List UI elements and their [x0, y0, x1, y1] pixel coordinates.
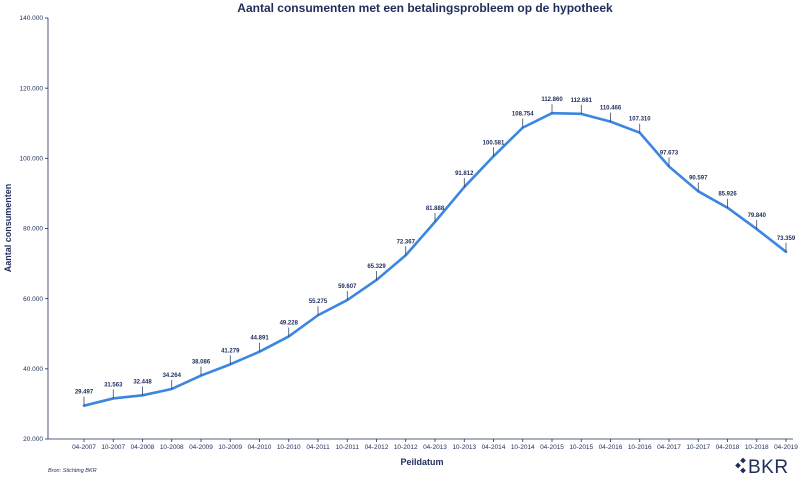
- y-tick-label: 120.000: [20, 85, 44, 92]
- data-label: 29.497: [75, 390, 94, 396]
- data-label: 59.607: [338, 284, 357, 290]
- x-tick-label: 10-2014: [511, 444, 535, 451]
- x-tick-label: 04-2010: [248, 444, 272, 451]
- data-label: 112.681: [571, 98, 593, 104]
- x-tick-label: 04-2008: [131, 444, 155, 451]
- x-tick-label: 10-2017: [686, 444, 710, 451]
- bkr-logo-text: BKR: [748, 457, 789, 478]
- data-label: 34.264: [163, 373, 182, 379]
- data-label: 110.466: [600, 106, 622, 112]
- x-tick-label: 04-2012: [365, 444, 389, 451]
- x-axis-label: Peildatum: [400, 457, 443, 467]
- chart-title: Aantal consumenten met een betalingsprob…: [237, 1, 613, 15]
- data-label: 97.673: [660, 150, 679, 156]
- x-tick-label: 04-2018: [716, 444, 740, 451]
- data-label: 38.086: [192, 360, 211, 366]
- data-label: 91.812: [455, 171, 474, 177]
- x-tick-label: 10-2012: [394, 444, 418, 451]
- data-label: 73.359: [777, 236, 796, 242]
- data-label: 112.860: [541, 97, 563, 103]
- y-tick-label: 20.000: [23, 436, 43, 443]
- x-tick-label: 10-2009: [218, 444, 242, 451]
- y-tick-label: 140.000: [20, 15, 44, 22]
- x-tick-label: 04-2017: [657, 444, 681, 451]
- data-label: 72.367: [397, 239, 416, 245]
- series-line: [82, 111, 788, 407]
- y-tick-label: 60.000: [23, 296, 43, 303]
- axes: [47, 18, 793, 440]
- data-labels: 29.497 31.563 32.448 34.264 38.086 41.279 44.8…: [75, 97, 796, 406]
- x-tick-label: 04-2015: [540, 444, 564, 451]
- x-ticks: 04-2007 10-2007 04-2008 10-2008 04-2009 10-20…: [72, 439, 798, 451]
- source-note: Bron: Stichting BKR: [48, 468, 97, 474]
- y-ticks: 20.000 40.000 60.000 80.000 100.000 120.000 14…: [20, 15, 48, 443]
- data-label: 81.888: [426, 206, 445, 212]
- x-tick-label: 10-2016: [628, 444, 652, 451]
- bkr-logo-mark-icon: [735, 457, 746, 474]
- x-tick-label: 10-2010: [277, 444, 301, 451]
- x-tick-label: 04-2016: [599, 444, 623, 451]
- x-tick-label: 04-2011: [306, 444, 330, 451]
- x-tick-label: 04-2007: [72, 444, 96, 451]
- data-label: 49.228: [280, 320, 299, 326]
- data-label: 85.926: [718, 192, 737, 198]
- data-label: 79.840: [748, 213, 767, 219]
- data-label: 100.581: [483, 140, 505, 146]
- data-label: 90.597: [689, 175, 708, 181]
- x-tick-label: 10-2013: [452, 444, 476, 451]
- y-tick-label: 40.000: [23, 366, 43, 373]
- x-tick-label: 10-2008: [160, 444, 184, 451]
- data-label: 55.275: [309, 299, 328, 305]
- y-tick-label: 80.000: [23, 226, 43, 233]
- x-tick-label: 04-2009: [189, 444, 213, 451]
- y-axis-label: Aantal consumenten: [3, 184, 13, 273]
- series: [82, 111, 788, 407]
- data-label: 41.279: [221, 348, 240, 354]
- x-tick-label: 10-2011: [336, 444, 360, 451]
- x-tick-label: 04-2013: [423, 444, 447, 451]
- data-label: 31.563: [104, 382, 123, 388]
- y-tick-label: 100.000: [20, 156, 44, 163]
- x-tick-label: 10-2007: [101, 444, 125, 451]
- data-label: 44.891: [250, 336, 269, 342]
- x-tick-label: 10-2015: [569, 444, 593, 451]
- x-tick-label: 10-2018: [745, 444, 769, 451]
- data-label: 108.754: [512, 112, 534, 118]
- x-tick-label: 04-2014: [482, 444, 506, 451]
- x-tick-label: 04-2019: [774, 444, 798, 451]
- data-label: 32.448: [133, 379, 152, 385]
- data-label: 65.329: [367, 264, 386, 270]
- data-label: 107.310: [629, 117, 651, 123]
- bkr-logo: BKR: [735, 457, 788, 478]
